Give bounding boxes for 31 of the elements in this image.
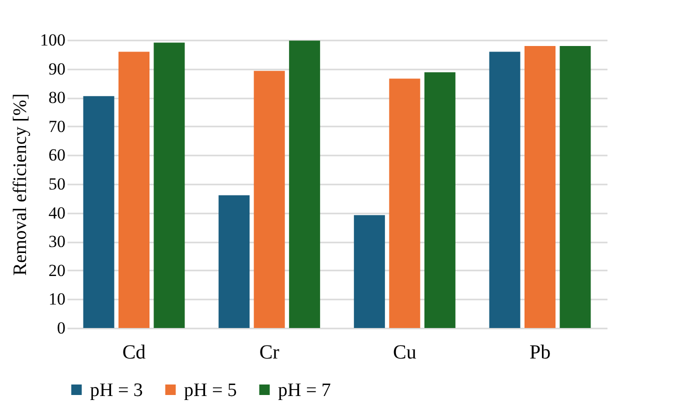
y-tick-label: 20: [48, 260, 66, 280]
bar: [389, 78, 420, 328]
x-tick-label: Cd: [122, 342, 146, 364]
y-tick-label: 50: [48, 174, 66, 194]
y-tick-label: 60: [48, 146, 66, 165]
legend-label: pH = 3: [90, 380, 143, 401]
y-tick-label: 40: [48, 203, 66, 222]
y-tick-label: 80: [48, 88, 66, 108]
y-tick-label: 90: [48, 59, 66, 78]
bar: [560, 46, 591, 328]
x-tick-label: Pb: [529, 342, 551, 364]
bar: [218, 195, 250, 328]
bar: [354, 215, 385, 328]
y-tick-label: 70: [48, 116, 66, 136]
y-tick-label: 30: [48, 232, 66, 252]
bar: [289, 40, 320, 328]
x-tick-label: Cu: [392, 342, 416, 364]
legend-label: pH = 5: [184, 380, 237, 401]
bar: [83, 96, 114, 328]
bar: [524, 46, 556, 328]
bar: [118, 52, 150, 328]
y-axis-title: Removal efficiency [%]: [10, 93, 31, 276]
bar: [489, 52, 520, 328]
x-tick-label: Cr: [259, 342, 280, 364]
bar: [254, 70, 285, 328]
y-tick-label: 100: [40, 30, 66, 50]
bar: [154, 42, 185, 328]
bar: [424, 72, 456, 328]
y-tick-label: 10: [48, 290, 66, 309]
legend-label: pH = 7: [278, 380, 331, 401]
y-tick-label: 0: [57, 318, 66, 338]
